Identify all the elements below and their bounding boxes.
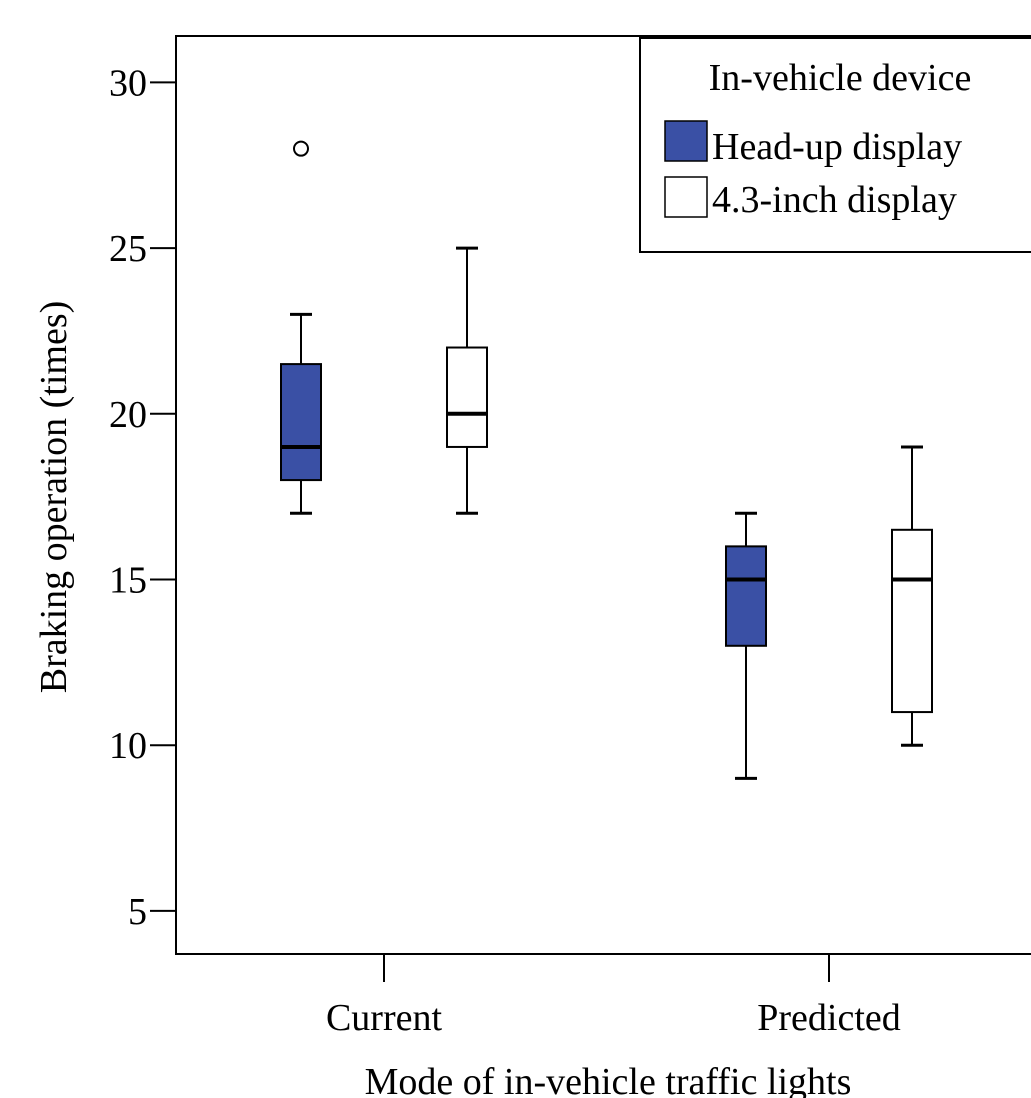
y-tick-label-25: 25 — [109, 228, 147, 270]
y-tick-label-30: 30 — [109, 62, 147, 104]
legend-swatch-4-3-inch-display — [664, 176, 708, 218]
x-tick-label-predicted: Predicted — [757, 997, 901, 1039]
iqr-box-head-up-display-current — [280, 363, 322, 482]
legend-label-head-up-display: Head-up display — [712, 126, 962, 168]
y-tick-label-20: 20 — [109, 394, 147, 436]
box-head-up-display-predicted — [725, 511, 767, 780]
legend-swatch-head-up-display — [664, 120, 708, 162]
legend-label-4-3-inch-display: 4.3-inch display — [712, 179, 957, 221]
y-tick-label-5: 5 — [128, 891, 147, 933]
box-4-3-inch-display-current — [446, 246, 488, 515]
x-axis-title: Mode of in-vehicle traffic lights — [365, 1061, 852, 1098]
outlier-head-up-display-current-0 — [293, 140, 309, 157]
boxes — [280, 140, 933, 780]
y-tick-label-10: 10 — [109, 725, 147, 767]
legend: In-vehicle device Head-up display 4.3-in… — [639, 37, 1031, 253]
y-tick-label-15: 15 — [109, 560, 147, 602]
legend-title: In-vehicle device — [709, 57, 972, 99]
x-tick-label-current: Current — [326, 997, 443, 1039]
x-axis: Current Predicted — [326, 954, 901, 1039]
y-axis: 5 10 15 20 25 30 — [109, 62, 176, 933]
box-4-3-inch-display-predicted — [891, 445, 933, 747]
iqr-box-4-3-inch-display-current — [446, 346, 488, 448]
y-axis-title: Braking operation (times) — [33, 301, 75, 694]
box-head-up-display-current — [280, 140, 322, 515]
iqr-box-4-3-inch-display-predicted — [891, 528, 933, 714]
iqr-box-head-up-display-predicted — [725, 545, 767, 647]
